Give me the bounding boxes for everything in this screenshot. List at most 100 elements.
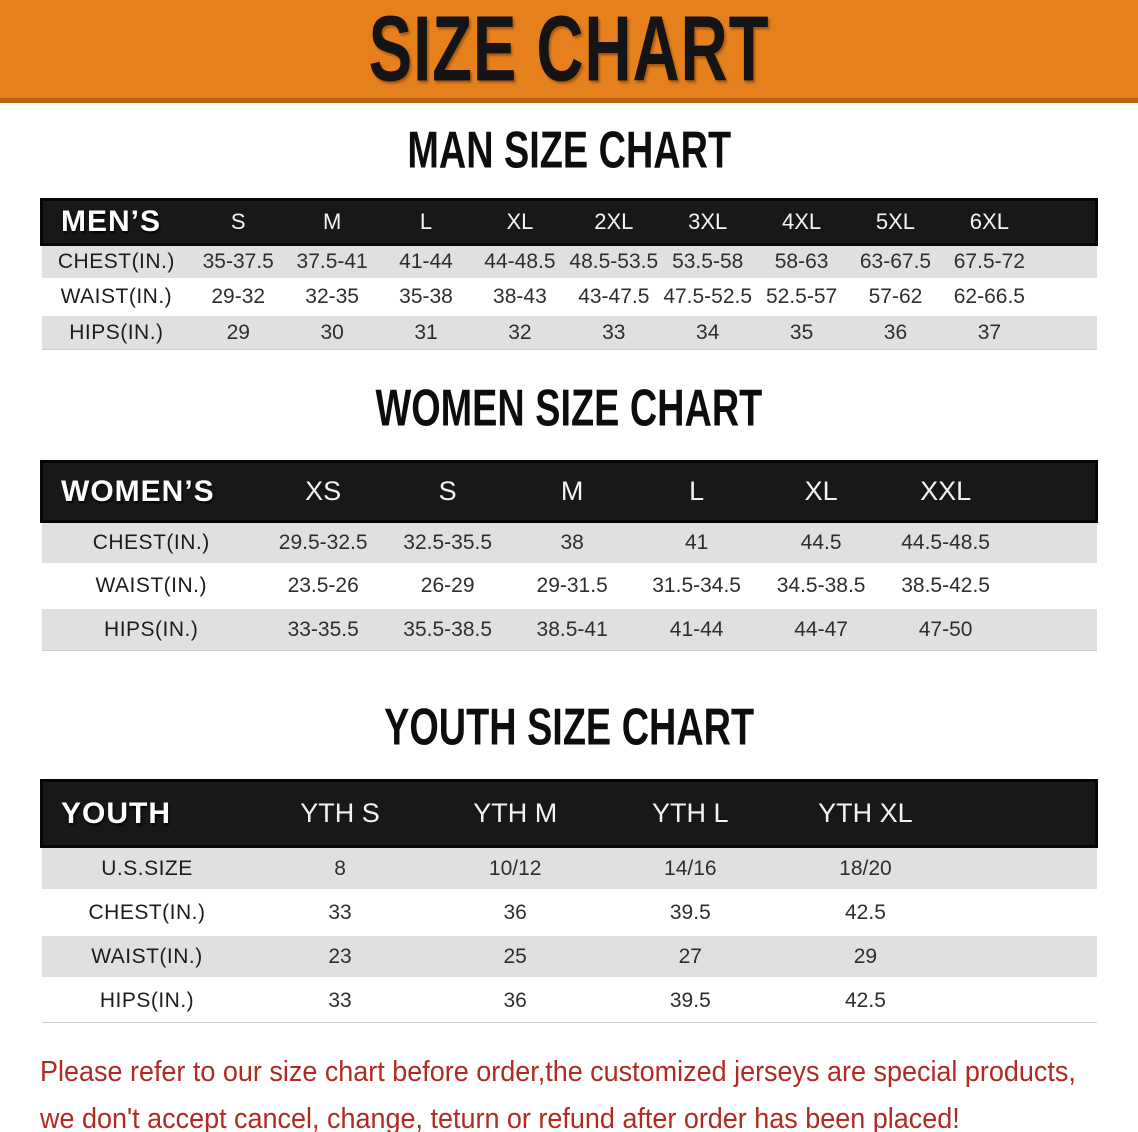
size-column-header: 5XL: [848, 198, 943, 246]
size-cell: 42.5: [777, 977, 953, 1023]
size-cell: 63-67.5: [848, 243, 943, 280]
mens-size-table: MEN’S S M L XL 2XL 3XL 4XL 5XL 6XL CHEST…: [40, 198, 1099, 350]
size-cell: 32: [472, 313, 567, 350]
row-label: HIPS(IN.): [41, 977, 253, 1023]
row-label: CHEST(IN.): [41, 889, 253, 935]
size-column-header: S: [191, 198, 286, 246]
size-cell: 58-63: [754, 243, 849, 280]
table-row: HIPS(IN.) 29 30 31 32 33 34 35 36 37: [41, 313, 1097, 350]
size-cell: 23.5-26: [260, 563, 386, 608]
size-cell: 18/20: [777, 845, 953, 891]
youth-header-row: YOUTH YTH S YTH M YTH L YTH XL: [40, 779, 1098, 848]
size-cell: 30: [285, 313, 380, 350]
table-row: U.S.SIZE 8 10/12 14/16 18/20: [41, 845, 1097, 891]
size-cell: 44.5: [758, 520, 884, 565]
size-column-header: L: [634, 460, 759, 523]
row-label: CHEST(IN.): [41, 520, 261, 565]
size-cell: 44.5-48.5: [883, 520, 1008, 565]
size-cell: 41-44: [634, 606, 759, 651]
cell-filler: [953, 933, 1097, 979]
size-cell: 31.5-34.5: [634, 563, 759, 608]
size-cell: 33: [252, 889, 428, 935]
womens-header-label: WOMEN’S: [39, 460, 261, 523]
size-cell: 37.5-41: [285, 243, 380, 280]
size-cell: 62-66.5: [942, 278, 1037, 315]
size-cell: 36: [427, 977, 603, 1023]
header-filler: [1036, 198, 1099, 246]
size-cell: 35-37.5: [191, 243, 286, 280]
size-cell: 29: [777, 933, 953, 979]
size-cell: 31: [379, 313, 473, 350]
row-label: CHEST(IN.): [41, 243, 192, 280]
cell-filler: [953, 889, 1097, 935]
youth-section-heading: YOUTH SIZE CHART: [383, 698, 754, 757]
disclaimer-line-1: Please refer to our size chart before or…: [40, 1056, 1076, 1088]
size-cell: 35: [754, 313, 849, 350]
size-cell: 41-44: [379, 243, 473, 280]
size-column-header: XL: [472, 198, 567, 246]
disclaimer: Please refer to our size chart before or…: [40, 1049, 1138, 1132]
size-column-header: 2XL: [566, 198, 661, 246]
row-label: WAIST(IN.): [41, 563, 261, 608]
size-cell: 29: [191, 313, 286, 350]
size-cell: 57-62: [848, 278, 943, 315]
cell-filler: [1007, 563, 1097, 608]
size-cell: 33: [566, 313, 661, 350]
size-cell: 67.5-72: [942, 243, 1037, 280]
table-row: CHEST(IN.) 33 36 39.5 42.5: [41, 889, 1097, 935]
row-label: WAIST(IN.): [41, 278, 192, 315]
size-cell: 38-43: [472, 278, 567, 315]
size-cell: 36: [848, 313, 943, 350]
size-cell: 52.5-57: [754, 278, 849, 315]
size-cell: 10/12: [427, 845, 603, 891]
youth-header-label: YOUTH: [40, 779, 253, 848]
cell-filler: [1036, 243, 1097, 280]
size-column-header: XXL: [883, 460, 1008, 523]
size-cell: 33-35.5: [260, 606, 386, 651]
size-cell: 14/16: [602, 845, 778, 891]
womens-size-table: WOMEN’S XS S M L XL XXL CHEST(IN.) 29.5-…: [39, 460, 1098, 651]
size-column-header: XS: [260, 460, 386, 523]
man-section-heading: MAN SIZE CHART: [407, 121, 731, 180]
banner: SIZE CHART: [0, 0, 1138, 103]
size-cell: 37: [942, 313, 1037, 350]
size-cell: 27: [602, 933, 778, 979]
table-row: HIPS(IN.) 33 36 39.5 42.5: [41, 977, 1097, 1023]
size-cell: 26-29: [385, 563, 510, 608]
size-cell: 48.5-53.5: [566, 243, 661, 280]
size-cell: 33: [252, 977, 428, 1023]
size-cell: 32.5-35.5: [385, 520, 510, 565]
size-cell: 43-47.5: [566, 278, 661, 315]
table-row: WAIST(IN.) 29-32 32-35 35-38 38-43 43-47…: [41, 278, 1097, 315]
size-column-header: S: [385, 460, 510, 523]
size-cell: 35-38: [379, 278, 473, 315]
size-cell: 44-47: [758, 606, 884, 651]
size-cell: 32-35: [285, 278, 380, 315]
size-column-header: XL: [758, 460, 884, 523]
size-cell: 38.5-41: [509, 606, 635, 651]
size-cell: 38: [509, 520, 635, 565]
size-column-header: YTH L: [602, 779, 778, 848]
size-cell: 38.5-42.5: [883, 563, 1008, 608]
size-column-header: YTH XL: [777, 779, 953, 848]
size-column-header: M: [285, 198, 380, 246]
row-label: U.S.SIZE: [41, 845, 253, 891]
size-column-header: M: [509, 460, 635, 523]
cell-filler: [1036, 313, 1097, 350]
table-row: CHEST(IN.) 35-37.5 37.5-41 41-44 44-48.5…: [41, 243, 1097, 280]
women-section-heading: WOMEN SIZE CHART: [375, 379, 763, 438]
size-column-header: 3XL: [660, 198, 755, 246]
cell-filler: [1036, 278, 1097, 315]
table-row: WAIST(IN.) 23 25 27 29: [41, 933, 1097, 979]
size-cell: 34: [660, 313, 755, 350]
cell-filler: [953, 845, 1097, 891]
size-cell: 34.5-38.5: [758, 563, 884, 608]
size-cell: 29.5-32.5: [260, 520, 386, 565]
youth-size-table: YOUTH YTH S YTH M YTH L YTH XL U.S.SIZE …: [40, 779, 1098, 1023]
header-filler: [1007, 460, 1098, 523]
size-cell: 42.5: [777, 889, 953, 935]
table-row: HIPS(IN.) 33-35.5 35.5-38.5 38.5-41 41-4…: [41, 606, 1097, 651]
size-cell: 35.5-38.5: [385, 606, 510, 651]
size-column-header: 4XL: [754, 198, 849, 246]
size-cell: 47.5-52.5: [660, 278, 755, 315]
